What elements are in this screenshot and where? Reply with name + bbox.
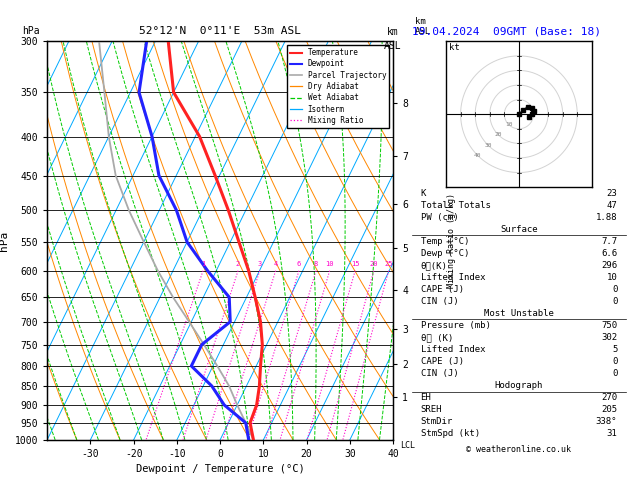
Text: 5: 5 [612, 345, 617, 354]
Text: 10: 10 [325, 261, 334, 267]
Text: 302: 302 [601, 333, 617, 342]
Text: K: K [421, 189, 426, 198]
Text: Surface: Surface [500, 225, 538, 234]
Text: 10: 10 [505, 122, 513, 127]
Text: 0: 0 [612, 369, 617, 378]
Text: StmSpd (kt): StmSpd (kt) [421, 429, 480, 438]
Text: 0: 0 [612, 285, 617, 294]
Text: 1: 1 [201, 261, 205, 267]
Text: PW (cm): PW (cm) [421, 213, 458, 222]
Text: km: km [387, 27, 399, 37]
Text: 30: 30 [484, 142, 492, 148]
Text: 7.7: 7.7 [601, 237, 617, 246]
Text: Lifted Index: Lifted Index [421, 273, 485, 282]
Text: km
ASL: km ASL [415, 17, 431, 36]
Text: 20: 20 [370, 261, 378, 267]
Text: Most Unstable: Most Unstable [484, 309, 554, 318]
Text: CAPE (J): CAPE (J) [421, 357, 464, 366]
Text: 19.04.2024  09GMT (Base: 18): 19.04.2024 09GMT (Base: 18) [412, 26, 601, 36]
Text: StmDir: StmDir [421, 417, 453, 426]
Text: 10: 10 [606, 273, 617, 282]
Text: CAPE (J): CAPE (J) [421, 285, 464, 294]
Text: 47: 47 [606, 201, 617, 209]
Text: 52°12'N  0°11'E  53m ASL: 52°12'N 0°11'E 53m ASL [139, 26, 301, 36]
Text: ASL: ASL [384, 41, 402, 52]
Text: 750: 750 [601, 321, 617, 330]
Text: 205: 205 [601, 405, 617, 414]
Y-axis label: hPa: hPa [0, 230, 9, 251]
Text: Temp (°C): Temp (°C) [421, 237, 469, 246]
Text: 8: 8 [314, 261, 318, 267]
Text: Dewp (°C): Dewp (°C) [421, 249, 469, 258]
Text: Lifted Index: Lifted Index [421, 345, 485, 354]
Text: 1.88: 1.88 [596, 213, 617, 222]
Text: 20: 20 [494, 132, 502, 138]
Text: θᴄ(K): θᴄ(K) [421, 261, 447, 270]
Text: 6.6: 6.6 [601, 249, 617, 258]
Text: 2: 2 [236, 261, 240, 267]
Text: LCL: LCL [400, 441, 415, 451]
Text: 40: 40 [474, 153, 481, 158]
Text: 296: 296 [601, 261, 617, 270]
Text: EH: EH [421, 393, 431, 402]
Text: 6: 6 [297, 261, 301, 267]
Text: θᴄ (K): θᴄ (K) [421, 333, 453, 342]
Text: 4: 4 [274, 261, 278, 267]
Text: 23: 23 [606, 189, 617, 198]
X-axis label: Dewpoint / Temperature (°C): Dewpoint / Temperature (°C) [136, 465, 304, 474]
Text: © weatheronline.co.uk: © weatheronline.co.uk [467, 445, 571, 454]
Text: hPa: hPa [22, 26, 40, 36]
Text: 15: 15 [351, 261, 359, 267]
Text: Totals Totals: Totals Totals [421, 201, 491, 209]
Text: 338°: 338° [596, 417, 617, 426]
Text: CIN (J): CIN (J) [421, 297, 458, 306]
Text: kt: kt [449, 43, 460, 52]
Text: 25: 25 [384, 261, 393, 267]
Text: Pressure (mb): Pressure (mb) [421, 321, 491, 330]
Text: 270: 270 [601, 393, 617, 402]
Legend: Temperature, Dewpoint, Parcel Trajectory, Dry Adiabat, Wet Adiabat, Isotherm, Mi: Temperature, Dewpoint, Parcel Trajectory… [287, 45, 389, 128]
Text: 0: 0 [612, 297, 617, 306]
Text: SREH: SREH [421, 405, 442, 414]
Text: Hodograph: Hodograph [495, 381, 543, 390]
Text: 0: 0 [612, 357, 617, 366]
Text: 3: 3 [258, 261, 262, 267]
Y-axis label: Mixing Ratio (g/kg): Mixing Ratio (g/kg) [447, 193, 456, 288]
Text: 31: 31 [606, 429, 617, 438]
Text: CIN (J): CIN (J) [421, 369, 458, 378]
